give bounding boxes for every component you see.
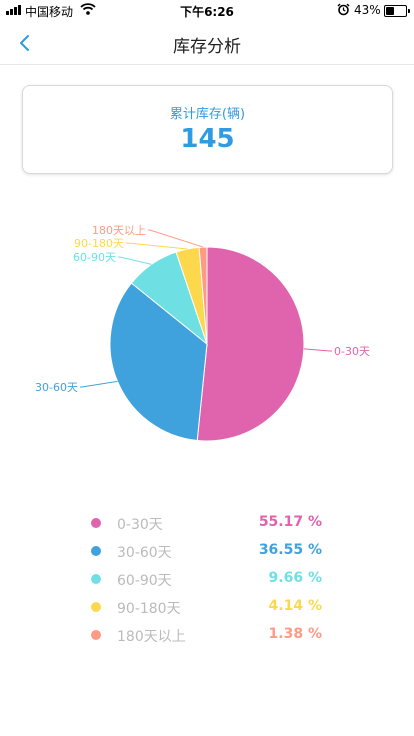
legend-label: 180天以上 [117, 629, 186, 645]
legend-dot [91, 518, 101, 528]
wifi-icon [80, 2, 96, 18]
pie-leader-line-4 [148, 229, 204, 248]
legend-label: 30-60天 [117, 545, 172, 561]
battery-percent: 43% [354, 3, 381, 17]
legend-value: 1.38 % [268, 626, 322, 642]
status-bar: 中国移动 下午6:26 43% [0, 0, 414, 22]
legend-item-90-180: 90-180天 4.14 % [0, 596, 414, 620]
legend-value: 55.17 % [258, 514, 322, 530]
carrier-name: 中国移动 [25, 5, 74, 19]
pie-leader-line-3 [126, 242, 188, 250]
legend-dot [91, 630, 101, 640]
clock: 下午6:26 [180, 5, 234, 19]
legend-item-0-30: 0-30天 55.17 % [0, 512, 414, 536]
inventory-total-label: 累计库存(辆) [169, 107, 246, 122]
page-title: 库存分析 [173, 37, 241, 57]
inventory-total-value: 145 [180, 124, 235, 154]
legend-value: 9.66 % [268, 570, 322, 586]
pie-label-4: 180天以上 [92, 224, 146, 237]
signal-icon [6, 5, 21, 15]
legend-label: 90-180天 [117, 601, 181, 617]
legend-label: 0-30天 [117, 517, 163, 533]
alarm-icon [337, 3, 350, 19]
pie-label-3: 90-180天 [74, 237, 124, 250]
legend-value: 4.14 % [268, 598, 322, 614]
pie-leader-line-0 [303, 348, 332, 352]
pie-label-1: 30-60天 [35, 381, 78, 394]
legend-item-30-60: 30-60天 36.55 % [0, 540, 414, 564]
legend-value: 36.55 % [258, 542, 322, 558]
chevron-left-icon [20, 35, 29, 51]
legend-dot [91, 546, 101, 556]
pie-label-0: 0-30天 [334, 345, 370, 358]
legend-dot [91, 574, 101, 584]
pie-slice-0 [196, 246, 305, 442]
pie-leader-line-1 [80, 380, 118, 388]
legend-item-60-90: 60-90天 9.66 % [0, 568, 414, 592]
pie-label-2: 60-90天 [73, 251, 116, 264]
legend-item-180-plus: 180天以上 1.38 % [0, 624, 414, 648]
pie-slice-4 [198, 246, 208, 345]
inventory-summary-card: 累计库存(辆) 145 [22, 85, 393, 174]
battery-icon [384, 5, 410, 17]
legend-label: 60-90天 [117, 573, 172, 589]
nav-bar: 库存分析 [0, 22, 414, 65]
pie-leader-line-2 [118, 256, 152, 265]
back-button[interactable] [10, 28, 40, 58]
legend-dot [91, 602, 101, 612]
